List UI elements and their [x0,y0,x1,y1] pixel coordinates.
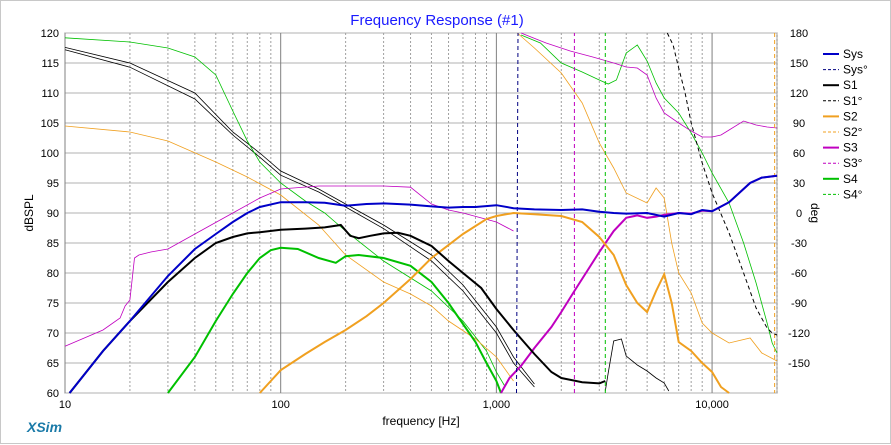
x-axis-ticks: 10 100 1,000 10,000 [59,399,729,411]
series-lines [68,32,778,394]
x-axis-label: frequency [Hz] [382,414,459,428]
thin-response-curve [604,338,670,392]
legend-label-s1-phase: S1° [843,94,863,108]
y-tick-label: 75 [47,298,59,310]
x-tick-label: 1,000 [483,399,511,411]
legend-label-sys-phase: Sys° [843,63,868,77]
legend-label-s4-phase: S4° [843,187,863,201]
series-line-s1 [68,223,606,394]
y-tick-label: 95 [47,178,59,190]
y-axis-label: dBSPL [22,194,36,232]
y2-axis-label: deg [808,203,822,223]
y2-tick-label: 120 [790,88,808,100]
chart-title: Frequency Response (#1) [350,12,523,29]
thin-response-curve [517,32,778,362]
y-tick-label: 110 [41,88,59,100]
x-tick-label: 100 [272,399,290,411]
y2-axis-ticks: -150 -120 -90 -60 -30 0 30 60 90 120 150 180 [788,28,810,370]
x-tick-label: 10 [59,399,71,411]
y2-tick-label: -60 [791,268,807,280]
y-axis-ticks: 60 65 70 75 80 85 90 95 100 105 110 115 120 [41,28,59,400]
legend-label-s2-phase: S2° [843,125,863,139]
series-line-s1-phase [666,32,778,336]
y-tick-label: 115 [41,58,59,70]
legend-label-s3-phase: S3° [843,156,863,170]
y2-tick-label: -120 [788,328,810,340]
y2-tick-label: 30 [793,178,805,190]
y2-tick-label: 150 [790,58,808,70]
y2-tick-label: -30 [791,238,807,250]
thin-response-curve [520,34,778,354]
y-tick-label: 80 [47,268,59,280]
y2-tick-label: 90 [793,118,805,130]
y2-tick-label: -90 [791,298,807,310]
y-tick-label: 105 [41,118,59,130]
thin-response-curve [64,125,514,382]
legend-label-s2: S2 [843,109,858,123]
thin-response-curve [64,47,535,385]
series-line-s4 [167,246,502,394]
legend-label-s4: S4 [843,172,858,186]
y2-tick-label: 180 [790,28,808,40]
legend-label-s1: S1 [843,78,858,92]
xsim-logo: XSim [26,419,62,435]
y-tick-label: 100 [41,148,59,160]
y-tick-label: 65 [47,358,59,370]
y-tick-label: 60 [47,388,59,400]
y-tick-label: 85 [47,238,59,250]
thin-response-curve [520,32,778,138]
y2-tick-label: 0 [796,208,802,220]
y-tick-label: 90 [47,208,59,220]
y-tick-label: 70 [47,328,59,340]
unlabeled-response-curves [64,32,778,392]
series-line-sys [68,174,778,394]
y2-tick-label: 60 [793,148,805,160]
series-line-s2 [259,211,730,394]
y-tick-label: 120 [41,28,59,40]
y2-tick-label: -150 [788,358,810,370]
thin-response-curve [64,49,535,388]
x-tick-label: 10,000 [695,399,729,411]
thin-response-curve [64,37,506,388]
legend-label-s3: S3 [843,141,858,155]
legend-label-sys: Sys [843,47,863,61]
